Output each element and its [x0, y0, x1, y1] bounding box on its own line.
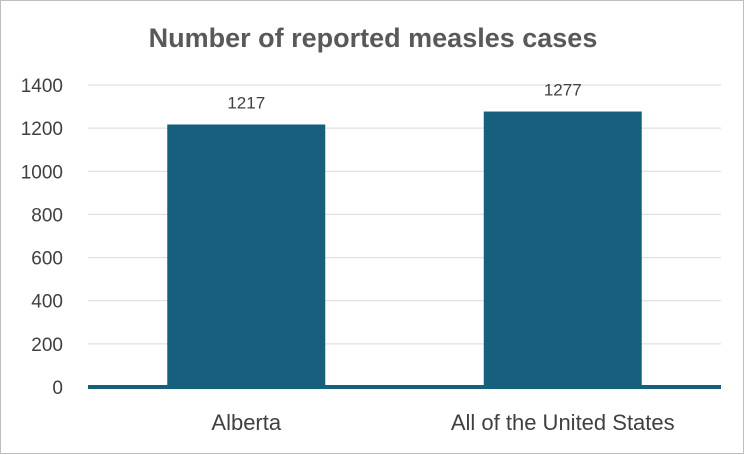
category-label: All of the United States [451, 410, 675, 435]
y-tick-label: 1400 [21, 76, 63, 97]
y-tick-label: 1200 [21, 119, 63, 140]
y-tick-label: 0 [52, 378, 63, 399]
data-label: 1277 [544, 81, 582, 100]
y-tick-label: 800 [31, 205, 63, 226]
y-tick-label: 1000 [21, 162, 63, 183]
chart-title: Number of reported measles cases [149, 23, 598, 53]
data-labels: 1217 1277 [227, 81, 581, 113]
y-tick-label: 600 [31, 249, 63, 270]
data-label: 1217 [227, 93, 265, 112]
y-axis-tick-labels: 0 200 400 600 800 1000 1200 1400 [21, 76, 63, 399]
bars [167, 111, 642, 388]
category-label: Alberta [211, 410, 281, 435]
category-labels: Alberta All of the United States [211, 410, 674, 435]
bar [483, 111, 642, 387]
y-tick-label: 200 [31, 335, 63, 356]
y-tick-label: 400 [31, 292, 63, 313]
bar [167, 124, 326, 388]
